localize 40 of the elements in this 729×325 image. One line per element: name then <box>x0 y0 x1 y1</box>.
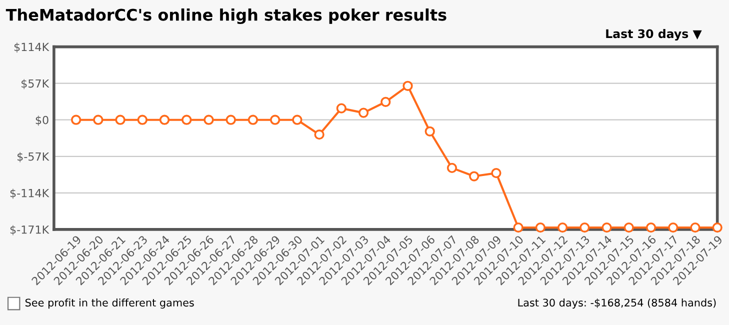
y-tick-label: $-57K <box>18 152 50 162</box>
point <box>424 126 435 136</box>
point <box>469 171 480 182</box>
point <box>690 222 700 233</box>
point <box>712 222 722 233</box>
point <box>646 222 656 233</box>
point <box>557 222 568 233</box>
point <box>602 222 612 233</box>
point <box>491 168 502 178</box>
point <box>226 114 236 125</box>
y-tick-label: $-114K <box>10 188 50 199</box>
point <box>204 114 214 125</box>
point <box>402 80 413 91</box>
point <box>137 114 148 125</box>
y-tick-label: $57K <box>22 79 50 90</box>
point <box>580 222 590 233</box>
chart-title: TheMatadorCC's online high stakes poker results <box>6 8 446 24</box>
point <box>314 130 324 140</box>
text: Last 30 days: -$168,254 (8584 hands) <box>518 298 716 309</box>
y-tick-label: $0 <box>36 116 48 126</box>
point <box>93 114 104 125</box>
point <box>248 114 258 125</box>
point <box>70 114 82 125</box>
point <box>535 222 546 233</box>
text: See profit in the different games <box>25 298 194 309</box>
point <box>182 114 192 125</box>
point <box>380 96 391 107</box>
text: Last 30 days ▼ <box>606 29 702 41</box>
point <box>159 114 170 125</box>
point <box>446 162 458 173</box>
point <box>115 114 126 125</box>
point <box>292 114 302 125</box>
point <box>668 222 678 233</box>
point <box>336 103 346 114</box>
point <box>358 108 369 118</box>
y-tick-label: $-171K <box>10 225 50 236</box>
y-tick-label: $114K <box>14 42 50 53</box>
point <box>270 114 280 125</box>
point <box>624 222 634 233</box>
point <box>513 222 524 233</box>
